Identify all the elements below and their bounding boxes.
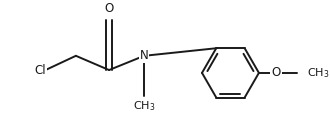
Text: CH$_3$: CH$_3$ bbox=[307, 66, 330, 80]
Text: O: O bbox=[104, 2, 114, 15]
Text: O: O bbox=[271, 66, 280, 79]
Text: N: N bbox=[140, 49, 148, 62]
Text: Cl: Cl bbox=[34, 64, 46, 77]
Text: CH$_3$: CH$_3$ bbox=[133, 99, 155, 113]
